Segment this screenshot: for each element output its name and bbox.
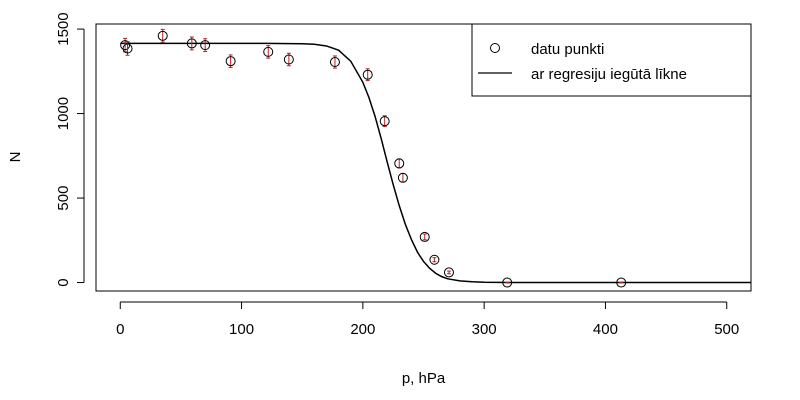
data-point <box>502 277 513 288</box>
y-tick-label: 1500 <box>55 12 72 45</box>
data-point <box>200 40 211 51</box>
data-point <box>186 38 197 49</box>
data-point <box>419 231 430 242</box>
data-point <box>397 172 408 183</box>
x-tick-label: 100 <box>229 321 254 338</box>
data-point <box>429 254 440 265</box>
legend-entry-points: datu punkti <box>531 41 604 58</box>
data-point <box>157 30 168 41</box>
data-point <box>616 277 627 288</box>
data-point <box>362 69 373 80</box>
data-point <box>120 40 131 51</box>
data-points-layer <box>120 28 627 288</box>
x-tick-label: 300 <box>472 321 497 338</box>
data-point <box>263 46 274 57</box>
x-tick-label: 500 <box>714 321 739 338</box>
data-point <box>329 57 340 68</box>
x-tick-label: 400 <box>593 321 618 338</box>
x-tick-label: 0 <box>116 321 124 338</box>
data-point <box>379 116 390 127</box>
legend-point-symbol <box>490 43 500 53</box>
y-tick-label: 500 <box>55 186 72 211</box>
legend: datu punkti ar regresiju iegūtā līkne <box>471 23 752 97</box>
plot-area-frame <box>95 23 752 292</box>
data-point <box>122 43 133 54</box>
x-tick-label: 200 <box>350 321 375 338</box>
data-point <box>443 267 454 278</box>
regression-curve <box>120 42 751 284</box>
data-point <box>283 54 294 65</box>
y-axis: 0 500 1000 1500 <box>55 12 85 287</box>
data-point <box>225 56 236 67</box>
x-axis-label: p, hPa <box>402 370 446 387</box>
y-tick-label: 1000 <box>55 97 72 130</box>
x-axis: 0 100 200 300 400 500 <box>116 301 739 338</box>
legend-box <box>471 23 752 97</box>
data-point <box>394 158 405 169</box>
regression-curve-layer <box>120 42 751 284</box>
y-axis-label: N <box>7 152 24 163</box>
y-tick-label: 0 <box>55 278 72 286</box>
legend-entry-curve: ar regresiju iegūtā līkne <box>531 66 687 83</box>
